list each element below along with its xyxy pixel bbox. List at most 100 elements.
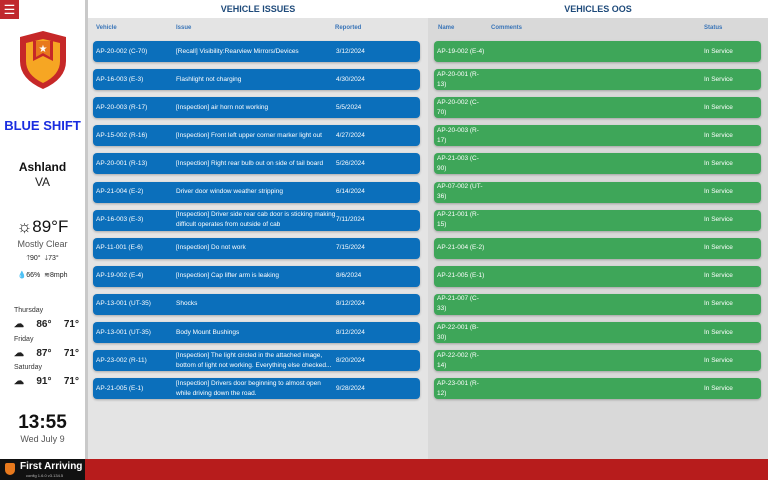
table-row[interactable]: AP-22-002 (R-14) In Service xyxy=(434,350,761,372)
name-cell: AP-20-003 (R-17) xyxy=(437,126,479,144)
sidebar-scrollbar[interactable] xyxy=(85,0,88,459)
brand-name: First Arriving xyxy=(20,461,83,472)
status-cell: In Service xyxy=(704,300,733,308)
storm-icon: ☁ xyxy=(14,319,24,330)
forecast-day: Saturday xyxy=(14,364,43,371)
reported-cell: 8/20/2024 xyxy=(336,356,365,364)
vehicle-cell: AP-15-002 (R-16) xyxy=(96,131,148,139)
column-header-name: Name xyxy=(438,25,455,31)
vehicle-cell: AP-20-003 (R-17) xyxy=(96,103,148,111)
table-row[interactable]: AP-21-005 (E-1) In Service xyxy=(434,265,761,287)
status-cell: In Service xyxy=(704,75,733,83)
column-header-status: Status xyxy=(704,25,723,31)
vehicle-cell: AP-16-003 (E-3) xyxy=(96,75,144,83)
table-row[interactable]: AP-20-001 (R-13) [Inspection] Right rear … xyxy=(93,153,420,175)
condition: Mostly Clear xyxy=(17,239,68,249)
table-row[interactable]: AP-11-001 (E-6) [Inspection] Do not work 7… xyxy=(93,237,420,259)
table-row[interactable]: AP-16-003 (E-3) Flashlight not charging 4/… xyxy=(93,69,420,91)
name-cell: AP-22-001 (B-30) xyxy=(437,323,479,341)
clock-date: Wed July 9 xyxy=(20,434,65,444)
reported-cell: 9/28/2024 xyxy=(336,384,365,392)
arrow-up-icon: 🡑 xyxy=(26,255,30,262)
forecast-high: 91° xyxy=(36,376,52,387)
name-cell: AP-21-005 (E-1) xyxy=(437,272,485,280)
footer-bar: First Arriving config 1.6.0 v3.134.5 xyxy=(0,459,768,480)
name-cell: AP-22-002 (R-14) xyxy=(437,351,479,369)
issue-cell: [Inspection] Drivers door beginning to a… xyxy=(176,379,321,397)
forecast-low: 71° xyxy=(63,376,79,387)
table-row[interactable]: AP-21-001 (R-15) In Service xyxy=(434,209,761,231)
reported-cell: 4/30/2024 xyxy=(336,75,365,83)
table-row[interactable]: AP-23-001 (R-12) In Service xyxy=(434,378,761,400)
table-row[interactable]: AP-20-002 (C-70) [Recall] Visibility:Rear… xyxy=(93,41,420,62)
reported-cell: 7/15/2024 xyxy=(336,244,365,252)
reported-cell: 6/14/2024 xyxy=(336,188,365,195)
version: config 1.6.0 v3.134.5 xyxy=(26,473,64,478)
issue-cell: [Inspection] The light circled in the at… xyxy=(176,351,332,369)
issue-cell: Driver door window weather stripping xyxy=(176,188,283,195)
issue-cell: [Inspection] Right rear bulb out on side… xyxy=(176,159,324,167)
sidebar: ☰ ★ BLUE SHIFT Ashland VA ☼89°F Mostly C… xyxy=(0,0,85,459)
vehicle-cell: AP-13-001 (UT-35) xyxy=(96,328,151,336)
forecast-high: 86° xyxy=(36,319,52,330)
forecast-day: Thursday xyxy=(14,307,44,314)
table-row[interactable]: AP-20-003 (R-17) In Service xyxy=(434,125,761,147)
temperature: 89°F xyxy=(32,217,69,236)
vehicle-cell: AP-19-002 (E-4) xyxy=(96,272,144,280)
table-row[interactable]: AP-23-002 (R-11) [Inspection] The light c… xyxy=(93,350,420,372)
status-cell: In Service xyxy=(704,356,733,364)
vehicle-cell: AP-21-005 (E-1) xyxy=(96,384,144,392)
table-row[interactable]: AP-20-002 (C-70) In Service xyxy=(434,97,761,119)
column-header-vehicle: Vehicle xyxy=(96,25,117,31)
forecast-day: Friday xyxy=(14,336,34,343)
name-cell: AP-21-003 (C-90) xyxy=(437,154,479,172)
city: Ashland xyxy=(18,160,67,174)
forecast-low: 71° xyxy=(63,348,79,359)
table-row[interactable]: AP-16-003 (E-3) [Inspection] Driver side … xyxy=(93,209,420,231)
issue-cell: [Inspection] Cap lifter arm is leaking xyxy=(176,272,279,280)
status-cell: In Service xyxy=(704,272,733,280)
reported-cell: 7/11/2024 xyxy=(336,216,365,224)
issue-cell: [Inspection] Driver side rear cab door i… xyxy=(176,211,336,229)
humidity: 66% xyxy=(26,272,41,279)
status-cell: In Service xyxy=(704,384,733,392)
reported-cell: 3/12/2024 xyxy=(336,47,365,55)
table-row[interactable]: AP-20-003 (R-17) [Inspection] air horn no… xyxy=(93,97,420,119)
menu-icon[interactable]: ☰ xyxy=(0,0,19,19)
shield-logo-icon: ★ xyxy=(20,31,66,89)
panel-title: VEHICLE ISSUES xyxy=(88,0,428,18)
column-header-issue: Issue xyxy=(176,25,192,31)
vehicle-cell: AP-21-004 (E-2) xyxy=(96,188,144,195)
table-row[interactable]: AP-21-007 (C-33) In Service xyxy=(434,293,761,315)
forecast-low: 71° xyxy=(63,319,79,330)
forecast-high: 87° xyxy=(36,348,52,359)
status-cell: In Service xyxy=(704,47,733,55)
table-row[interactable]: AP-21-004 (E-2) In Service xyxy=(434,237,761,259)
table-row[interactable]: AP-22-001 (B-30) In Service xyxy=(434,322,761,343)
table-row[interactable]: AP-21-003 (C-90) In Service xyxy=(434,153,761,175)
name-cell: AP-21-004 (E-2) xyxy=(437,244,485,252)
name-cell: AP-23-001 (R-12) xyxy=(437,379,479,397)
clock-time: 13:55 xyxy=(18,412,67,433)
status-cell: In Service xyxy=(704,131,733,139)
sun-icon: ☼ xyxy=(16,217,33,236)
table-row[interactable]: AP-19-002 (E-4) [Inspection] Cap lifter a… xyxy=(93,265,420,287)
status-cell: In Service xyxy=(704,328,733,336)
table-row[interactable]: AP-19-002 (E-4) In Service xyxy=(434,41,761,62)
status-cell: In Service xyxy=(704,103,733,111)
status-cell: In Service xyxy=(704,244,733,252)
table-row[interactable]: AP-20-001 (R-13) In Service xyxy=(434,69,761,91)
brand: First Arriving config 1.6.0 v3.134.5 xyxy=(0,459,85,480)
vehicle-cell: AP-20-001 (R-13) xyxy=(96,159,148,167)
table-row[interactable]: AP-13-001 (UT-35) Shocks 8/12/2024 xyxy=(93,293,420,315)
table-row[interactable]: AP-21-004 (E-2) Driver door window weathe… xyxy=(93,181,420,203)
table-row[interactable]: AP-07-002 (UT-36) In Service xyxy=(434,181,761,203)
table-row[interactable]: AP-21-005 (E-1) [Inspection] Drivers door… xyxy=(93,378,420,400)
table-row[interactable]: AP-15-002 (R-16) [Inspection] Front left … xyxy=(93,125,420,147)
high-temp: 90° xyxy=(29,255,41,262)
reported-cell: 5/5/2024 xyxy=(336,103,362,111)
issue-cell: [Inspection] Do not work xyxy=(176,244,246,252)
table-row[interactable]: AP-13-001 (UT-35) Body Mount Bushings 8/12… xyxy=(93,322,420,343)
status-cell: In Service xyxy=(704,159,733,167)
name-cell: AP-21-007 (C-33) xyxy=(437,295,479,313)
